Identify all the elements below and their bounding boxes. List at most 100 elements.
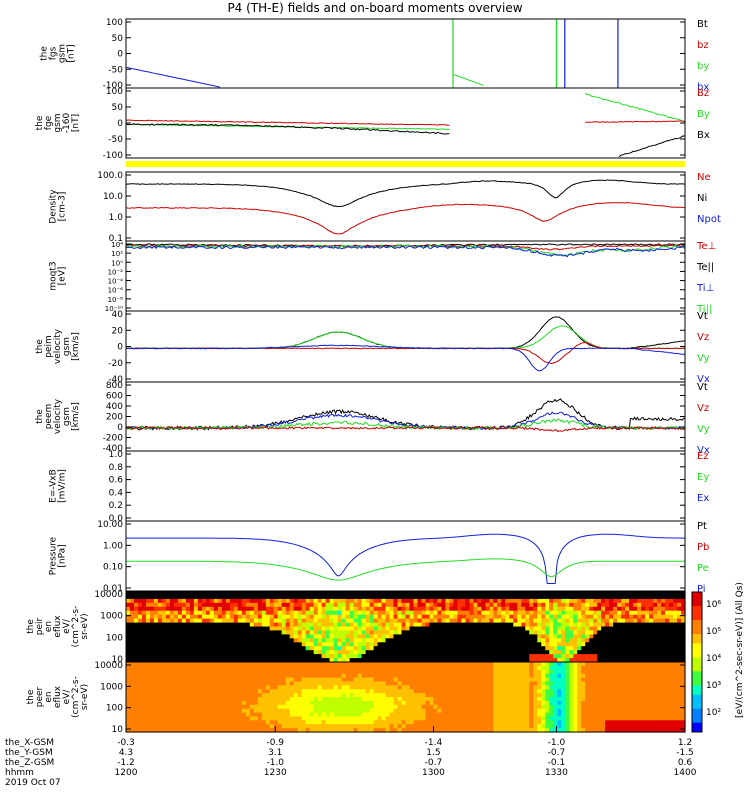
ytick-label-pressure-3: 0.01 — [103, 584, 123, 594]
ylabel-density-1: [cm-3] — [58, 192, 68, 222]
fge-by-line-2 — [584, 92, 686, 123]
legend-fge-1: By — [697, 109, 710, 120]
legend-temp-0: Te⊥ — [696, 241, 716, 252]
colorbar-segment-19 — [692, 680, 702, 686]
legend-peem-2: Vy — [697, 424, 710, 435]
colorbar-segment-5 — [692, 615, 702, 621]
ylabel-fge-4: [nT] — [71, 114, 81, 132]
peim-vz-line — [125, 341, 686, 365]
ytick-label-exb-5: 0.0 — [109, 514, 124, 524]
ytick-label-exb-3: 0.4 — [109, 488, 124, 498]
legend-temp-3: Ti|| — [696, 304, 712, 315]
temp-tiperp-line — [125, 245, 686, 258]
legend-fgs-3: bx — [697, 82, 709, 93]
ylabel-peem-2: velocity — [53, 398, 63, 434]
ytick-label-exb-4: 0.2 — [109, 501, 123, 511]
colorbar-tick-0: 10⁶ — [706, 600, 721, 610]
legend-fgs-2: by — [697, 61, 709, 72]
xtick-label-0-4: 1.2 — [678, 738, 692, 748]
ytick-label-peim-4: -40 — [108, 375, 123, 385]
ylabel-peem-3: gsm — [62, 407, 72, 426]
xtick-label-1-2: 1.5 — [426, 748, 440, 758]
ylabel-peer-0: the — [26, 689, 36, 704]
colorbar-segment-27 — [692, 718, 702, 724]
ylabel-exb-0: E=-VxB — [49, 469, 59, 503]
ylabel-peer-2: en — [44, 691, 54, 702]
ytick-label-density-3: 0.1 — [109, 234, 123, 244]
legend-peem-0: Vt — [697, 382, 708, 393]
ytick-label-fge-3: -50 — [108, 135, 123, 145]
colorbar-segment-26 — [692, 713, 702, 719]
ylabel-peem-0: the — [35, 409, 45, 424]
ytick-label-temp-0: 10⁴ — [111, 241, 123, 249]
xtick-label-2-1: -1.0 — [266, 758, 284, 768]
xaxis-row-label-3: hhmm — [5, 768, 34, 778]
panel-frame-exb — [125, 450, 686, 522]
ylabel-peim-3: gsm — [62, 337, 72, 356]
legend-peim-1: Vz — [697, 332, 709, 343]
ytick-label-temp-1: 10² — [111, 250, 123, 258]
fge-bx-line — [125, 123, 450, 135]
colorbar-segment-17 — [692, 671, 702, 677]
peir-spectrogram — [126, 591, 686, 663]
ytick-label-temp-7: 10⁻¹⁰ — [105, 305, 123, 313]
ytick-label-peir-2: 100 — [106, 633, 123, 643]
ylabel-peir-3: eflux — [53, 615, 63, 638]
ytick-label-fgs-0: 100 — [106, 18, 123, 28]
legend-pressure-0: Pt — [697, 521, 707, 532]
panel-frame-peim — [125, 310, 686, 383]
colorbar-segment-24 — [692, 704, 702, 710]
xtick-label-3-4: 1400 — [674, 768, 697, 778]
date-label: 2019 Oct 07 — [5, 778, 61, 788]
ytick-label-temp-3: 10⁻² — [108, 268, 124, 276]
legend-temp-2: Ti⊥ — [696, 283, 714, 294]
ylabel-peer-1: peer — [35, 686, 45, 707]
legend-exb-0: Ez — [697, 451, 709, 462]
ylabel-exb-1: [mV/m] — [58, 469, 68, 503]
ytick-label-temp-4: 10⁻⁴ — [108, 278, 124, 286]
legend-fgs-0: Bt — [697, 19, 708, 30]
xtick-label-0-0: -0.3 — [117, 738, 135, 748]
ytick-label-exb-2: 0.6 — [109, 476, 124, 486]
xtick-label-2-2: -0.7 — [425, 758, 443, 768]
colorbar-tick-3: 10³ — [706, 681, 721, 691]
legend-exb-1: Ey — [697, 472, 709, 483]
legend-fgs-1: bz — [697, 40, 709, 51]
colorbar-segment-21 — [692, 690, 702, 696]
colorbar-segment-9 — [692, 634, 702, 640]
colorbar-segment-18 — [692, 676, 702, 682]
ytick-label-density-1: 10.0 — [103, 192, 123, 202]
xtick-label-1-4: -1.5 — [676, 748, 694, 758]
ylabel-peir-4: eV/ — [62, 618, 72, 634]
xtick-label-3-3: 1330 — [545, 768, 568, 778]
ytick-label-peem-5: -200 — [103, 434, 124, 444]
ytick-label-peem-6: -400 — [103, 444, 124, 454]
legend-peim-2: Vy — [697, 353, 710, 364]
ylabel-fgs-3: [nT] — [67, 44, 77, 62]
colorbar-tick-2: 10⁴ — [706, 654, 721, 664]
ylabel-peim-1: peim — [44, 335, 54, 358]
ytick-label-peer-3: 10 — [112, 725, 124, 735]
ytick-label-peir-0: 10000 — [94, 590, 123, 600]
colorbar-segment-28 — [692, 722, 702, 728]
panel-frame-pressure — [125, 520, 686, 592]
ytick-label-peem-1: 600 — [106, 392, 123, 402]
colorbar-segment-14 — [692, 657, 702, 663]
ylabel-pressure-1: [nPa] — [58, 544, 68, 567]
fge-by-line — [125, 123, 450, 131]
ytick-label-peem-0: 800 — [106, 381, 123, 391]
colorbar-segment-8 — [692, 629, 702, 635]
ytick-label-temp-5: 10⁻⁶ — [108, 287, 124, 295]
ytick-label-peem-4: 0 — [117, 423, 123, 433]
legend-pressure-1: Pb — [697, 542, 709, 553]
ylabel-fge-3: -160 — [62, 113, 72, 134]
colorbar-segment-4 — [692, 610, 702, 616]
colorbar-segment-3 — [692, 606, 702, 612]
pressure-pe-line — [126, 558, 685, 581]
ytick-label-fge-2: 0 — [117, 119, 123, 129]
colorbar-segment-16 — [692, 666, 702, 672]
colorbar-tick-1: 10⁵ — [706, 627, 721, 637]
ylabel-peir-1: peir — [35, 617, 45, 635]
ylabel-fgs-0: the — [40, 46, 50, 61]
legend-density-2: Npot — [697, 214, 721, 225]
